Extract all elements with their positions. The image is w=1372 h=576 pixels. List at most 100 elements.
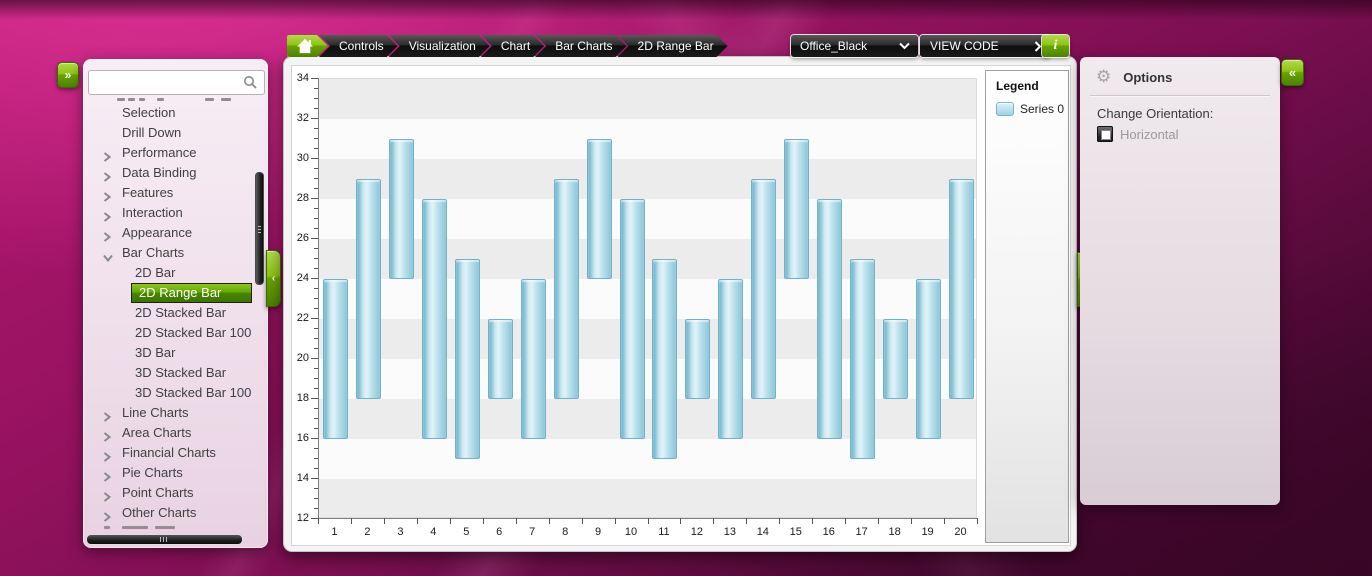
tree-item-2d-stacked-bar-100[interactable]: 2D Stacked Bar 100: [83, 323, 268, 343]
range-bar-19: [916, 279, 942, 439]
tree-item-financial-charts[interactable]: Financial Charts: [83, 443, 268, 463]
y-minor-tick: [314, 218, 318, 219]
horizontal-checkbox-row[interactable]: Horizontal: [1097, 126, 1280, 142]
x-major-tick: [647, 518, 649, 524]
options-collapse-button[interactable]: «: [1281, 59, 1304, 86]
y-minor-tick: [314, 258, 318, 259]
search-input[interactable]: [93, 72, 245, 95]
sidebar-collapse-tab[interactable]: ‹: [266, 250, 281, 307]
info-icon: i: [1053, 38, 1058, 53]
x-major-tick: [845, 518, 847, 524]
clipped-tree-item-bottom[interactable]: [83, 523, 268, 531]
range-bar-18: [883, 319, 909, 399]
y-minor-tick: [314, 268, 318, 269]
x-major-tick: [482, 518, 484, 524]
sidebar-expand-button[interactable]: »: [57, 62, 79, 88]
double-chevron-left-icon: «: [1288, 65, 1297, 80]
info-button[interactable]: i: [1042, 35, 1069, 57]
x-major-tick: [548, 518, 550, 524]
legend-series-label: Series 0: [1020, 102, 1065, 116]
range-bar-chart: 34 32 30 28 26 24 22 20 18 16 14 12 1 2 3 4 5 6 7 8 9 10 11 12…: [291, 65, 1071, 546]
y-major-tick: [311, 518, 318, 519]
grid-band: [319, 239, 976, 279]
x-major-tick: [515, 518, 517, 524]
double-chevron-right-icon: »: [64, 68, 72, 82]
y-minor-tick: [314, 88, 318, 89]
tree-item-3d-stacked-bar[interactable]: 3D Stacked Bar: [83, 363, 268, 383]
chevron-right-icon: [103, 468, 112, 488]
y-axis-line: [318, 78, 319, 519]
tree-item-label: Appearance: [122, 225, 193, 240]
y-axis-label: 20: [296, 352, 309, 364]
grid-band: [319, 119, 976, 159]
chevron-right-icon: [103, 428, 112, 448]
y-major-tick: [311, 438, 318, 439]
range-bar-4: [421, 199, 447, 439]
y-minor-tick: [314, 178, 318, 179]
theme-select[interactable]: Office_Black: [791, 35, 918, 57]
chevron-right-icon: [103, 228, 112, 248]
x-axis-label: 1: [331, 526, 338, 538]
y-major-tick: [311, 358, 318, 359]
chevron-left-icon: ‹: [271, 273, 276, 284]
horizontal-checkbox[interactable]: [1097, 126, 1113, 142]
y-minor-tick: [314, 378, 318, 379]
tree-vertical-scrollbar[interactable]: [255, 172, 264, 285]
range-bar-11: [652, 259, 678, 459]
tree-item-2d-range-bar[interactable]: 2D Range Bar: [131, 283, 252, 303]
tree-item-bar-charts[interactable]: Bar Charts: [83, 243, 268, 263]
y-minor-tick: [314, 348, 318, 349]
breadcrumb-item-visualization[interactable]: Visualization: [389, 35, 490, 57]
y-major-tick: [311, 78, 318, 79]
chevron-right-icon: [103, 208, 112, 228]
chevron-right-icon: [103, 168, 112, 188]
tree-item-label: 2D Range Bar: [139, 285, 222, 300]
tree-item-features[interactable]: Features: [83, 183, 268, 203]
x-major-tick: [318, 518, 319, 524]
tree-item-label: 3D Stacked Bar 100: [135, 385, 252, 400]
y-axis-label: 12: [296, 512, 309, 524]
x-major-tick: [449, 518, 451, 524]
tree-item-pie-charts[interactable]: Pie Charts: [83, 463, 268, 483]
tree-item-line-charts[interactable]: Line Charts: [83, 403, 268, 423]
view-code-button[interactable]: VIEW CODE: [920, 35, 1050, 57]
x-major-tick: [944, 518, 946, 524]
x-major-tick: [416, 518, 418, 524]
breadcrumb-item-chart[interactable]: Chart: [481, 35, 544, 57]
x-axis-label: 14: [756, 526, 769, 538]
x-axis-label: 4: [430, 526, 437, 538]
tree-item-selection[interactable]: Selection: [83, 103, 268, 123]
y-axis-label: 22: [296, 312, 309, 324]
tree-item-2d-stacked-bar[interactable]: 2D Stacked Bar: [83, 303, 268, 323]
tree-item-label: Line Charts: [122, 405, 189, 420]
search-icon: [244, 76, 257, 89]
range-bar-7: [520, 279, 546, 439]
tree-item-point-charts[interactable]: Point Charts: [83, 483, 268, 503]
tree-item-interaction[interactable]: Interaction: [83, 203, 268, 223]
tree-horizontal-scrollbar[interactable]: [86, 534, 243, 545]
tree-item-data-binding[interactable]: Data Binding: [83, 163, 268, 183]
x-axis-label: 7: [529, 526, 536, 538]
tree-item-performance[interactable]: Performance: [83, 143, 268, 163]
tree-item-label: Features: [122, 185, 174, 200]
clipped-tree-item-top[interactable]: [83, 96, 268, 102]
view-code-label: VIEW CODE: [930, 39, 999, 53]
breadcrumb-home-button[interactable]: [287, 35, 328, 57]
breadcrumb-item-controls[interactable]: Controls: [319, 35, 398, 57]
y-minor-tick: [314, 468, 318, 469]
breadcrumb-item-2d-range-bar[interactable]: 2D Range Bar: [618, 35, 728, 57]
breadcrumb-item-bar-charts[interactable]: Bar Charts: [535, 35, 626, 57]
sample-tree: Selection Drill Down Performance Data Bindi…: [83, 103, 268, 523]
tree-item-other-charts[interactable]: Other Charts: [83, 503, 268, 523]
tree-item-3d-bar[interactable]: 3D Bar: [83, 343, 268, 363]
tree-item-area-charts[interactable]: Area Charts: [83, 423, 268, 443]
tree-item-3d-stacked-bar-100[interactable]: 3D Stacked Bar 100: [83, 383, 268, 403]
grid-band: [319, 79, 976, 119]
x-axis-label: 6: [496, 526, 503, 538]
tree-item-2d-bar[interactable]: 2D Bar: [83, 263, 268, 283]
tree-item-drill-down[interactable]: Drill Down: [83, 123, 268, 143]
tree-item-appearance[interactable]: Appearance: [83, 223, 268, 243]
y-major-tick: [311, 398, 318, 399]
y-axis-label: 14: [296, 472, 309, 484]
horizontal-checkbox-label: Horizontal: [1120, 126, 1179, 142]
